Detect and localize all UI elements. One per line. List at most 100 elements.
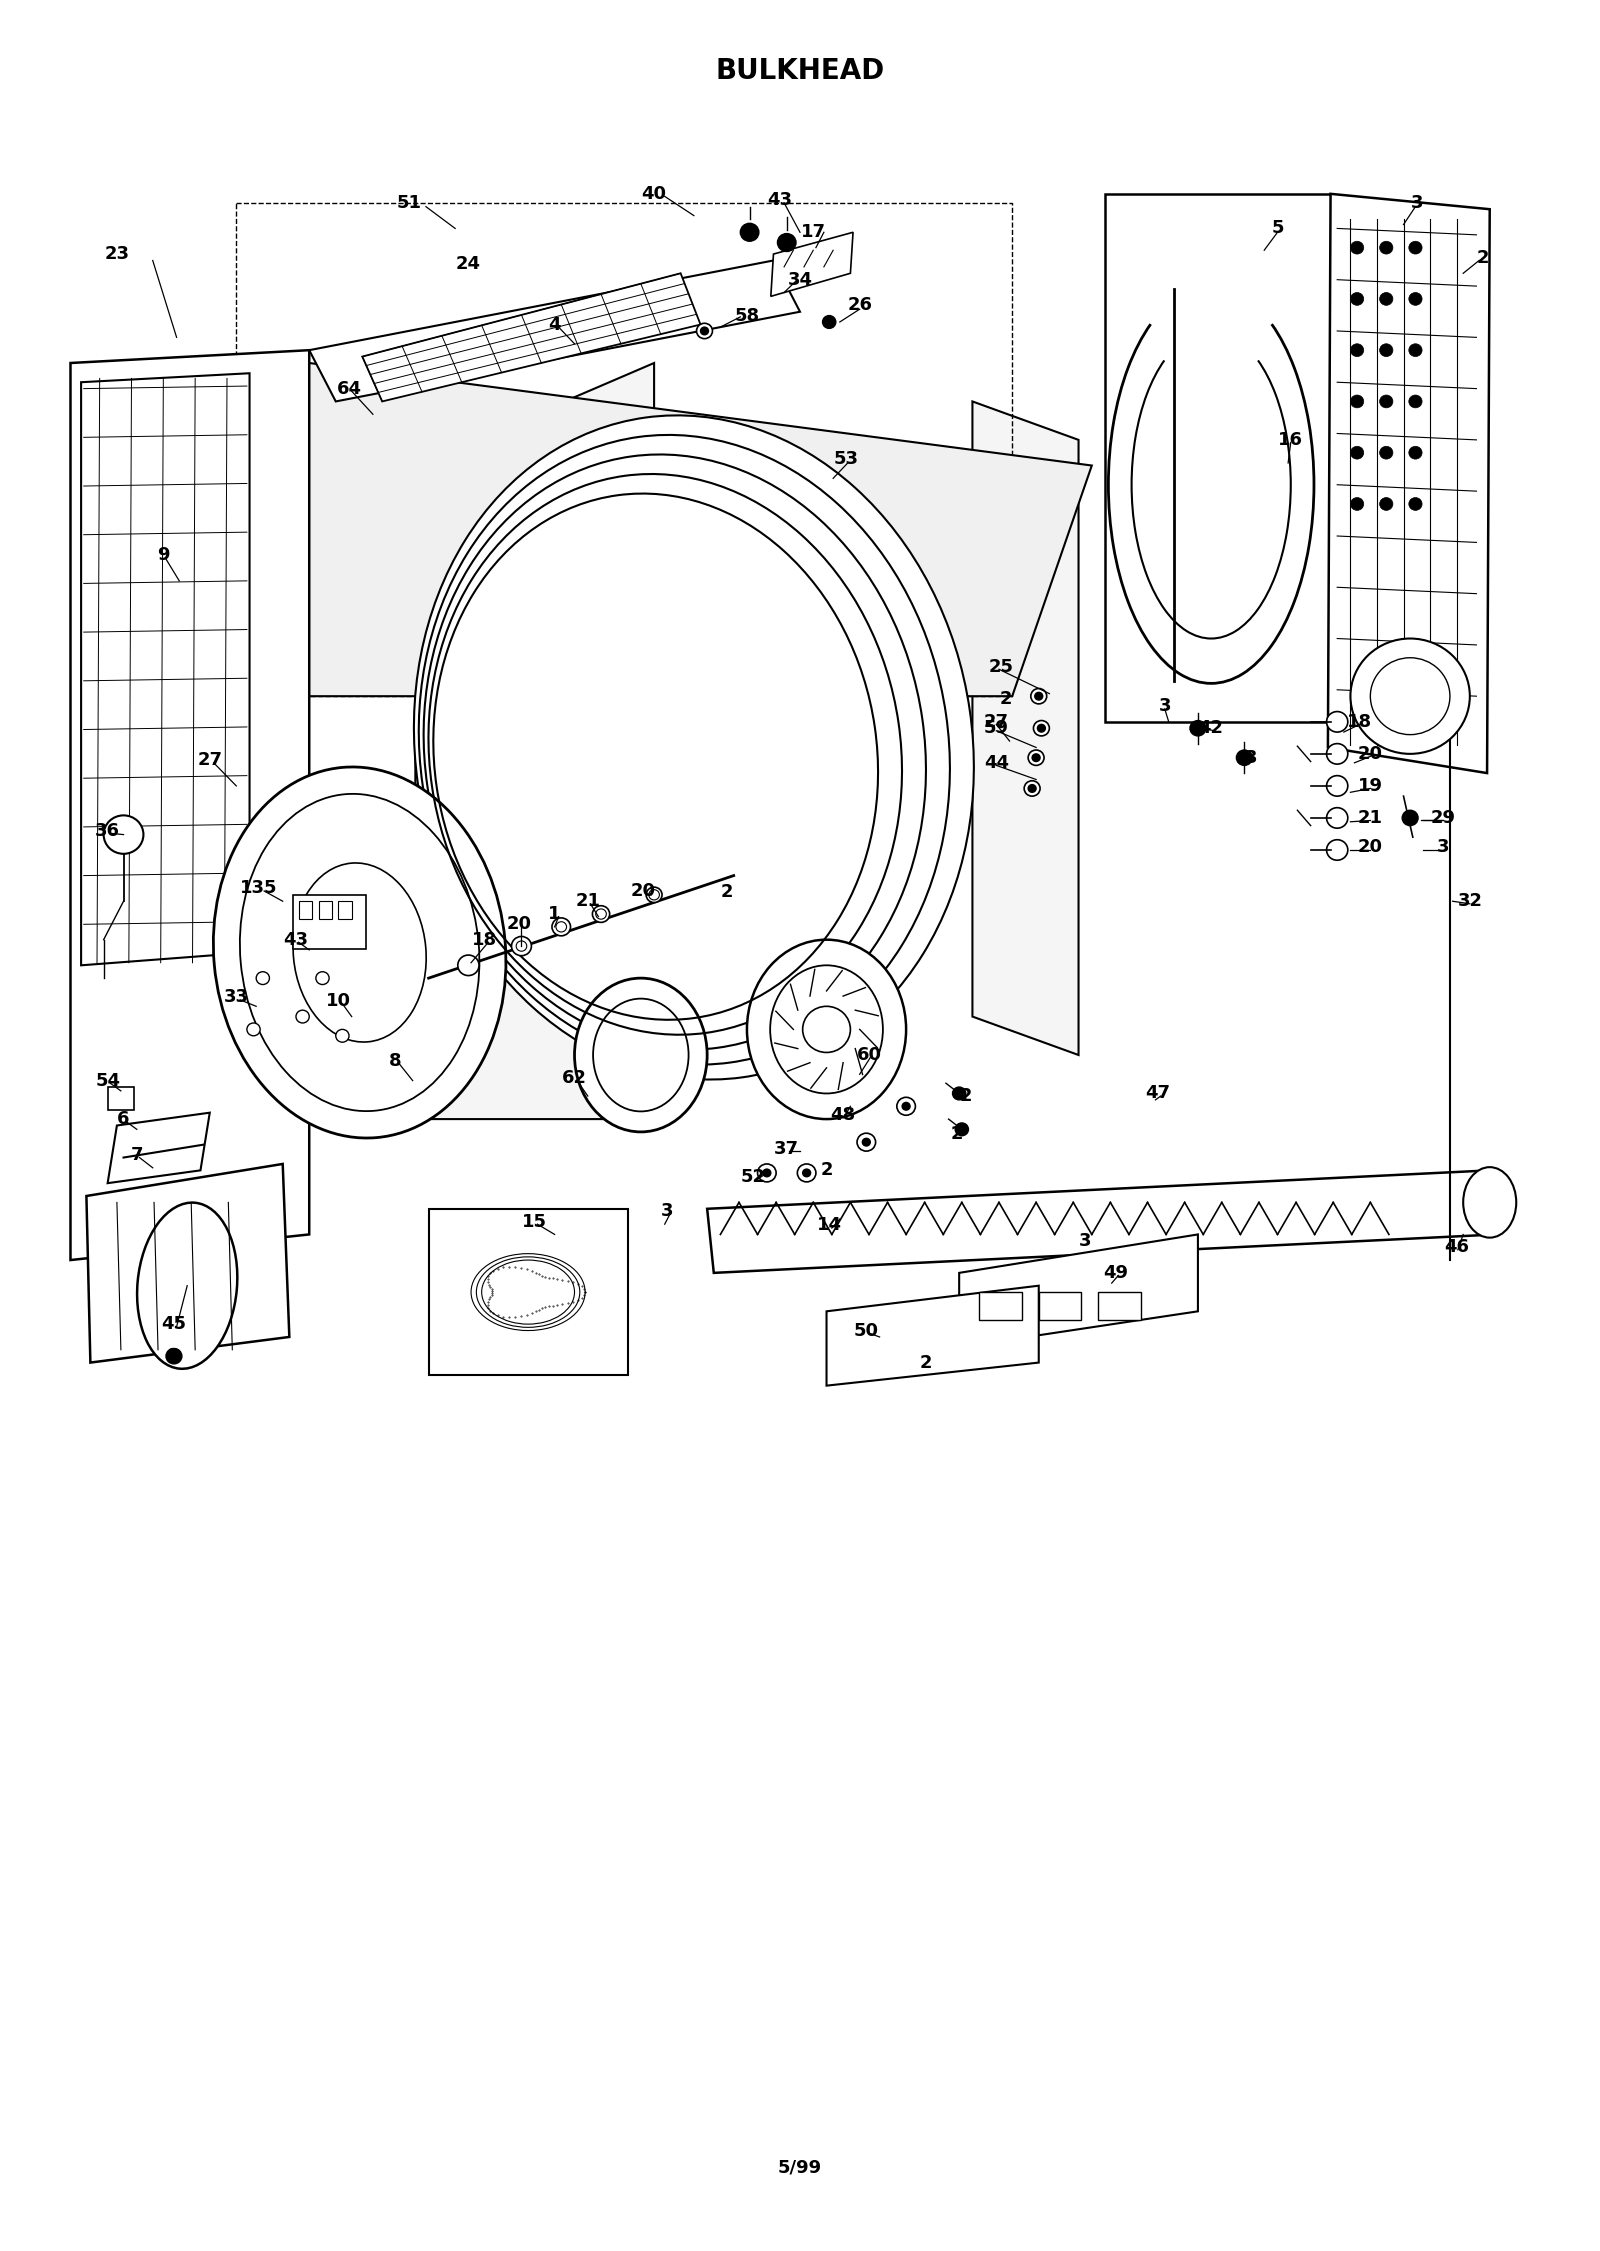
Circle shape (858, 1132, 875, 1150)
Circle shape (1237, 750, 1253, 765)
Ellipse shape (213, 768, 506, 1139)
Circle shape (256, 972, 269, 984)
Circle shape (1410, 497, 1422, 511)
Text: 1: 1 (549, 905, 562, 923)
Text: 2: 2 (1477, 250, 1490, 268)
Text: 59: 59 (984, 720, 1010, 738)
Circle shape (1370, 657, 1450, 734)
Polygon shape (82, 374, 250, 966)
Circle shape (512, 936, 531, 957)
Text: 64: 64 (336, 380, 362, 398)
Circle shape (458, 954, 478, 975)
Circle shape (741, 223, 758, 241)
Text: 36: 36 (94, 822, 120, 840)
Text: 3: 3 (1437, 837, 1450, 855)
Polygon shape (237, 362, 1091, 696)
Circle shape (1350, 344, 1363, 356)
Text: 27: 27 (197, 752, 222, 770)
Circle shape (1035, 693, 1043, 700)
Circle shape (1410, 394, 1422, 407)
Circle shape (1350, 497, 1363, 511)
Circle shape (1410, 241, 1422, 254)
Circle shape (803, 1168, 811, 1177)
Circle shape (1326, 711, 1347, 732)
Circle shape (1379, 497, 1394, 511)
Circle shape (246, 1022, 261, 1035)
Text: 19: 19 (1358, 777, 1382, 795)
Polygon shape (958, 1234, 1198, 1346)
Polygon shape (771, 232, 853, 297)
Text: 48: 48 (830, 1105, 854, 1123)
Circle shape (1379, 394, 1394, 407)
Text: 14: 14 (816, 1216, 842, 1234)
Bar (299, 900, 312, 918)
Text: 20: 20 (1358, 837, 1382, 855)
Circle shape (166, 1348, 182, 1364)
Text: 15: 15 (522, 1213, 547, 1231)
Text: 18: 18 (472, 930, 498, 948)
Polygon shape (107, 1112, 210, 1184)
Text: 20: 20 (506, 916, 531, 934)
Text: 20: 20 (630, 882, 656, 900)
Text: 32: 32 (1458, 891, 1482, 909)
Text: 10: 10 (326, 993, 350, 1011)
Circle shape (1024, 781, 1040, 797)
Circle shape (1030, 689, 1046, 705)
Polygon shape (1328, 194, 1490, 772)
Text: 53: 53 (834, 450, 859, 468)
Circle shape (1379, 344, 1394, 356)
Circle shape (595, 909, 606, 918)
Text: 37: 37 (774, 1139, 800, 1157)
Circle shape (1034, 720, 1050, 736)
Text: 3: 3 (661, 1202, 674, 1220)
Circle shape (1379, 293, 1394, 306)
Circle shape (1326, 743, 1347, 763)
Polygon shape (86, 1164, 290, 1362)
Text: 21: 21 (1358, 808, 1382, 826)
Polygon shape (707, 1171, 1496, 1272)
Bar (979, 1292, 1021, 1321)
Circle shape (1350, 446, 1363, 459)
Polygon shape (973, 401, 1078, 1056)
Text: 18: 18 (1347, 714, 1373, 732)
Circle shape (955, 1123, 968, 1137)
Circle shape (902, 1103, 910, 1110)
Bar (1099, 1292, 1141, 1321)
Text: 2: 2 (1000, 689, 1011, 707)
Text: 54: 54 (94, 1071, 120, 1089)
Circle shape (648, 889, 659, 900)
Bar (318, 900, 331, 918)
Bar (1038, 1292, 1082, 1321)
Circle shape (1379, 446, 1394, 459)
Text: 8: 8 (389, 1053, 402, 1071)
Text: 49: 49 (1102, 1263, 1128, 1281)
Bar (429, 1209, 627, 1375)
Circle shape (1410, 446, 1422, 459)
Text: 34: 34 (787, 270, 813, 288)
Circle shape (822, 315, 835, 329)
Circle shape (763, 1168, 771, 1177)
Circle shape (1326, 777, 1347, 797)
Circle shape (757, 1164, 776, 1182)
Text: BULKHEAD: BULKHEAD (715, 56, 885, 86)
Ellipse shape (770, 966, 883, 1094)
Text: 2: 2 (720, 882, 733, 900)
Circle shape (1350, 394, 1363, 407)
Text: 47: 47 (1146, 1085, 1171, 1103)
Bar (293, 896, 366, 948)
Text: 43: 43 (283, 930, 309, 948)
Circle shape (1379, 241, 1394, 254)
Text: 5: 5 (1272, 218, 1283, 236)
Circle shape (1037, 725, 1045, 732)
Text: 2: 2 (821, 1162, 832, 1180)
Text: 33: 33 (224, 988, 248, 1006)
Circle shape (1326, 808, 1347, 828)
Circle shape (552, 918, 571, 936)
Text: 27: 27 (984, 714, 1010, 732)
Circle shape (1029, 786, 1037, 792)
Text: 40: 40 (642, 185, 667, 203)
Text: 43: 43 (768, 191, 792, 209)
Text: 45: 45 (162, 1315, 187, 1333)
Circle shape (1029, 750, 1045, 765)
Text: 60: 60 (856, 1047, 882, 1065)
